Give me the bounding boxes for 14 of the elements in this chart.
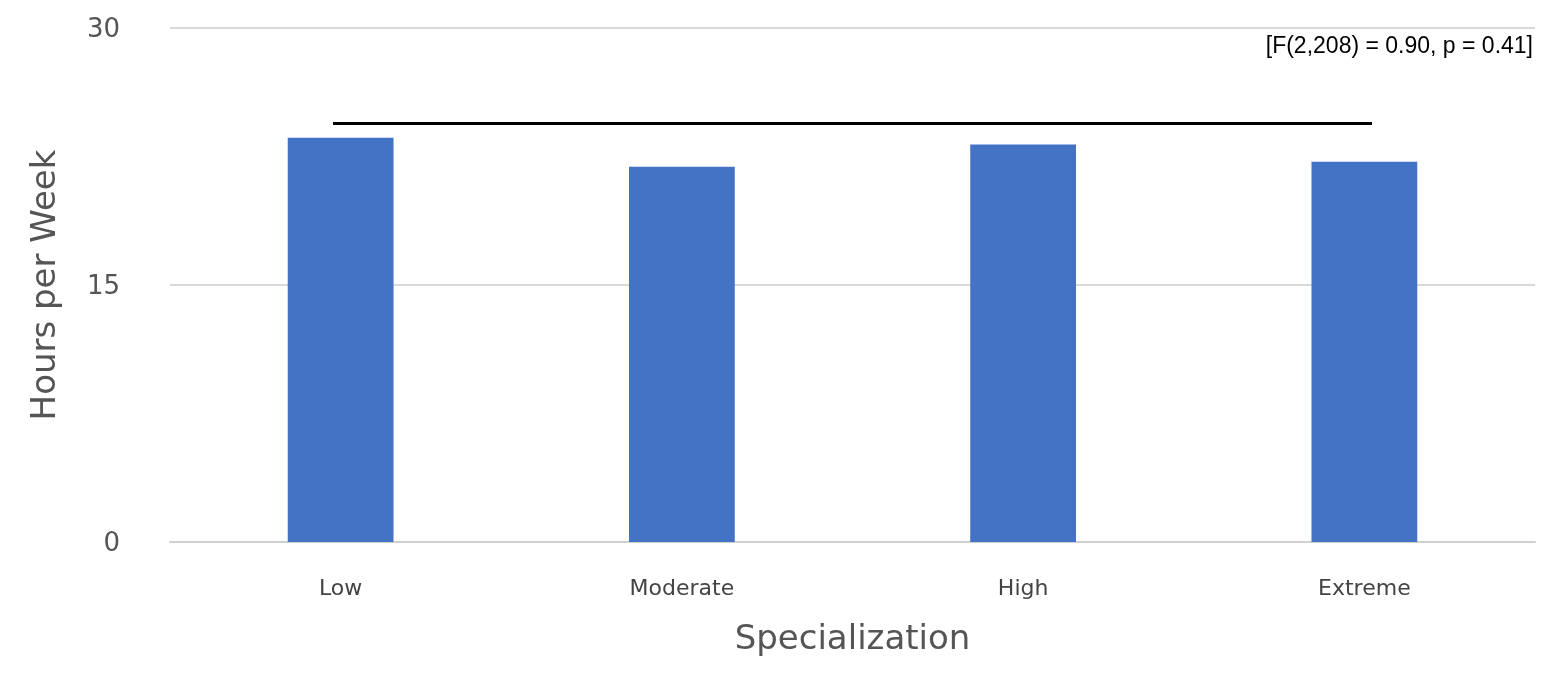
bar bbox=[970, 144, 1077, 542]
bar bbox=[628, 166, 735, 542]
x-axis-title: Specialization bbox=[734, 617, 971, 657]
y-tick-label: 15 bbox=[86, 270, 120, 300]
annotation: [F(2,208) = 0.90, p = 0.41] bbox=[1265, 31, 1534, 58]
x-tick-label: Low bbox=[318, 574, 363, 600]
x-tick-label: Extreme bbox=[1318, 574, 1411, 600]
x-tick-label: Moderate bbox=[629, 574, 735, 600]
bar bbox=[287, 137, 394, 542]
y-axis-title: Hours per Week bbox=[23, 149, 63, 421]
bar bbox=[1311, 161, 1418, 542]
y-tick-label: 0 bbox=[103, 527, 120, 557]
y-tick-label: 30 bbox=[86, 13, 120, 43]
x-tick-label: High bbox=[997, 574, 1049, 600]
